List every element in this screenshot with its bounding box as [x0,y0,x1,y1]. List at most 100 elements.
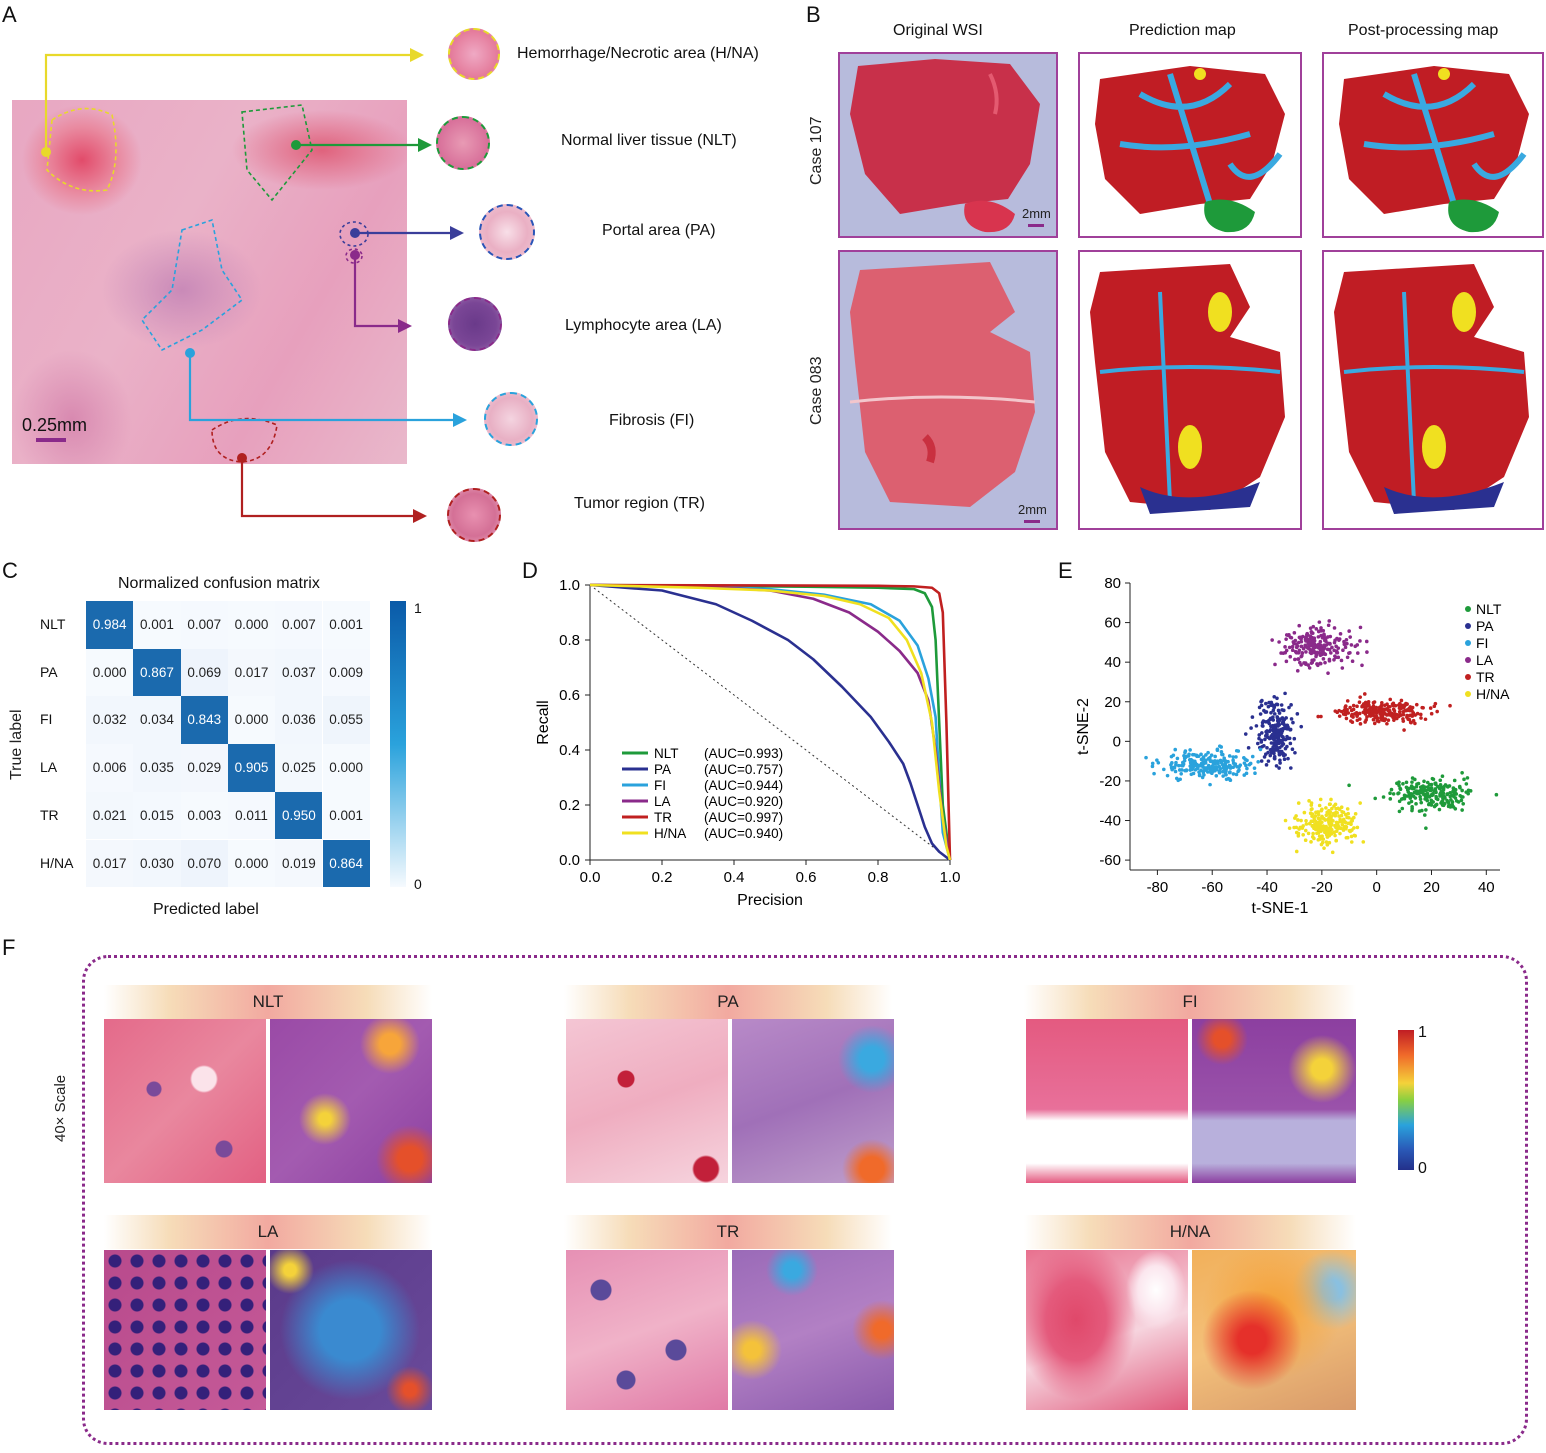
point [1217,770,1222,775]
legend-auc: (AUC=0.757) [704,762,783,777]
point [1311,831,1315,836]
point [1273,662,1277,667]
x-tick-label: -60 [1201,879,1223,896]
y-tick-label: 60 [1104,615,1121,632]
label-tr: Tumor region (TR) [574,495,705,512]
cm-cell: 0.029 [180,744,228,792]
point [1270,638,1274,642]
point [1409,784,1414,788]
point [1276,708,1281,713]
point [1309,807,1314,812]
x-tick-label: 0.8 [868,869,889,886]
point [1327,820,1331,825]
point [1343,704,1348,708]
point [1386,708,1390,713]
point [1174,760,1178,765]
point [1226,776,1231,781]
point [1317,823,1322,828]
point [1350,817,1354,821]
point [1283,645,1287,649]
point [1329,651,1333,655]
point [1430,793,1435,798]
point [1295,712,1300,716]
point [1319,626,1323,630]
point [1287,826,1292,830]
point [1257,733,1262,737]
point [1385,713,1389,717]
point [1144,755,1148,760]
point [1322,846,1326,850]
point [1197,763,1202,768]
cm-cell: 0.030 [133,839,181,888]
point [1370,712,1375,716]
point [1407,801,1411,805]
point [1283,726,1287,731]
x-tick-label: 0.0 [580,869,601,886]
point [1306,831,1311,836]
cluster-pa [1243,691,1304,770]
point [1379,714,1384,719]
point [1222,756,1226,760]
patch-tr-icon [447,488,501,542]
point [1345,699,1350,703]
point [1321,657,1326,661]
point [1445,792,1449,797]
point [1234,755,1238,759]
point [1401,719,1406,723]
cm-cell: 0.032 [86,696,134,745]
point [1355,825,1360,830]
point [1205,770,1210,774]
point [1274,742,1278,746]
point [1150,764,1155,769]
point [1318,653,1323,658]
point [1315,650,1319,655]
point [1311,643,1315,648]
point [1344,637,1349,642]
point [1303,662,1308,666]
point [1189,772,1194,777]
point [1187,752,1191,757]
point [1312,818,1317,822]
point [1429,711,1434,716]
point [1429,799,1434,804]
point [1282,723,1287,728]
point [1204,753,1208,757]
point [1345,807,1350,811]
point [1422,779,1426,784]
point [1296,801,1301,805]
point [1380,700,1384,705]
cm-colorbar [390,601,406,887]
point [1363,720,1367,724]
point [1329,830,1333,835]
point [1191,752,1195,757]
point [1299,818,1303,823]
point [1357,700,1362,704]
point [1347,815,1351,820]
point [1304,639,1308,643]
point [1326,623,1331,628]
point [1330,806,1334,811]
point [1302,810,1307,815]
point [1231,772,1236,776]
point [1338,817,1342,822]
point [1465,776,1470,780]
point [1228,763,1232,768]
point [1281,720,1286,725]
point [1388,711,1393,715]
cm-cell: 0.007 [275,601,323,649]
point [1372,721,1377,726]
point [1277,640,1281,644]
point [1328,810,1333,814]
cluster-fi [1144,744,1263,787]
legend-marker [1465,657,1471,663]
point [1277,722,1281,727]
point [1299,724,1304,729]
point [1435,709,1439,714]
point [1327,816,1331,820]
point [1318,797,1323,802]
point [1363,705,1367,709]
point [1292,736,1297,741]
point [1399,698,1404,703]
point [1224,772,1228,777]
point [1243,732,1248,736]
